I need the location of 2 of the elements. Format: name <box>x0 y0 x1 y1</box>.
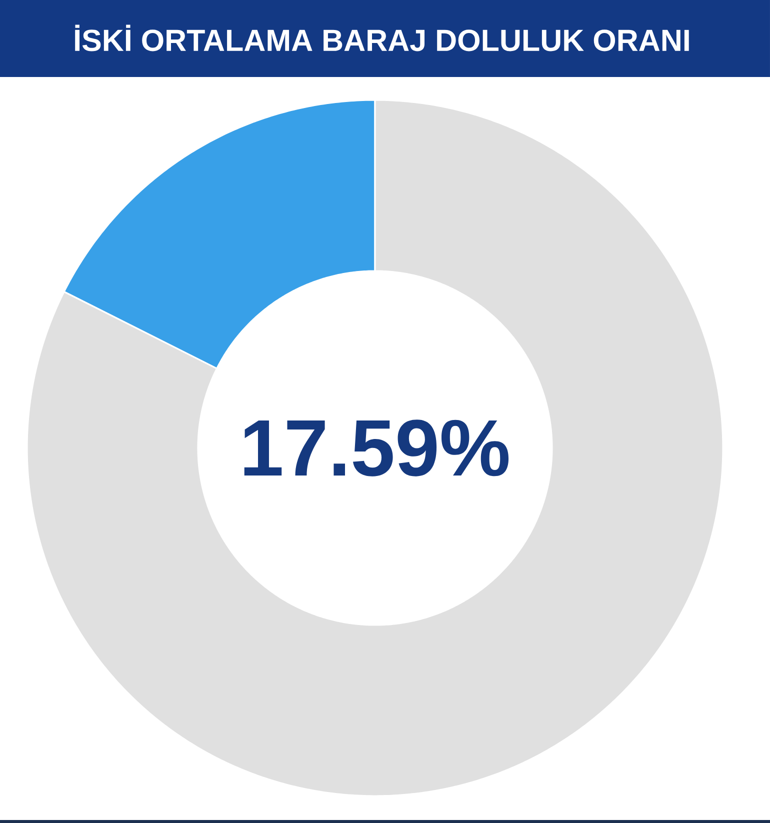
chart-title: İSKİ ORTALAMA BARAJ DOLULUK ORANI <box>75 24 689 52</box>
text: 17.59% <box>244 420 509 476</box>
